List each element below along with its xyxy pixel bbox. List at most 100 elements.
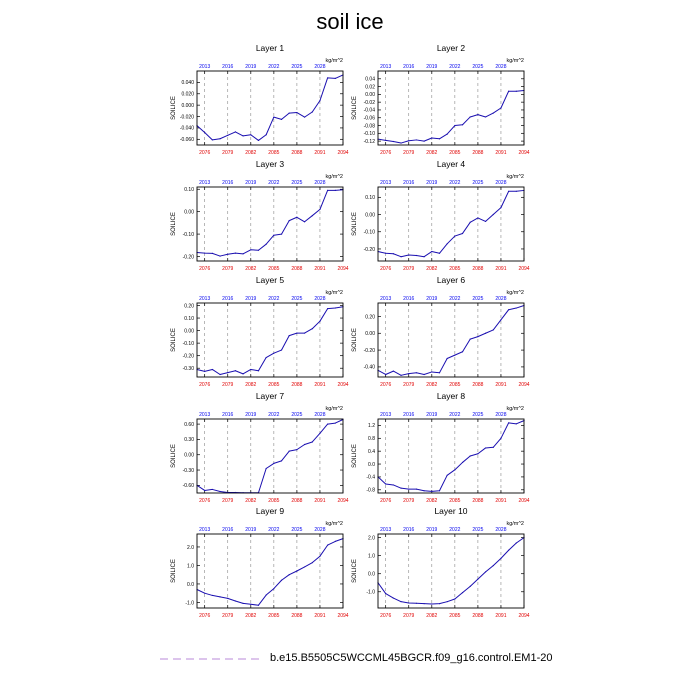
y-tick-label: -0.20 (364, 247, 376, 253)
data-point (242, 602, 244, 604)
chart-title: Layer 1 (256, 43, 285, 53)
data-point (484, 220, 487, 223)
data-point (204, 252, 206, 254)
x-tick-label-bottom: 2091 (314, 498, 325, 504)
data-point (303, 566, 306, 568)
data-point (438, 138, 441, 140)
data-point (400, 142, 402, 144)
y-axis-label: SOILICE (171, 96, 177, 120)
data-point (515, 307, 517, 309)
x-tick-label-bottom: 2079 (222, 498, 233, 504)
data-point (211, 252, 213, 254)
y-axis-label: SOILICE (171, 328, 177, 352)
data-point (477, 453, 479, 455)
data-point (515, 190, 517, 192)
chart-layer-10: Layer 10 kg/m^2 2076 2079 2082 2085 2088 2091 20… (352, 506, 530, 619)
data-point (327, 189, 329, 191)
data-point (469, 116, 471, 118)
data-point (438, 372, 441, 374)
x-tick-label-bottom: 2091 (314, 613, 325, 619)
x-tick-label-top: 2028 (314, 180, 325, 186)
data-point (461, 351, 464, 353)
x-tick-label-top: 2013 (380, 296, 391, 302)
data-point (431, 371, 433, 373)
data-point (219, 596, 221, 598)
y-tick-label: -0.20 (364, 348, 376, 354)
x-tick-label-top: 2013 (380, 527, 391, 533)
y-tick-label: 1.0 (187, 563, 194, 569)
data-point (257, 249, 260, 251)
y-tick-label: 0.20 (365, 314, 375, 320)
plot-frame (196, 533, 344, 609)
x-tick-label-bottom: 2079 (403, 613, 414, 619)
x-tick-label-top: 2028 (314, 296, 325, 302)
chart-title: Layer 5 (256, 275, 285, 285)
x-tick-label-top: 2028 (495, 64, 506, 70)
y-tick-label: -0.10 (364, 230, 376, 236)
x-tick-label-top: 2019 (245, 412, 256, 418)
data-point (265, 356, 267, 359)
x-tick-label-top: 2028 (314, 412, 325, 418)
y-axis-label: SOILICE (171, 559, 177, 583)
x-tick-label-bottom: 2085 (268, 498, 279, 504)
data-point (327, 544, 329, 546)
x-tick-label-bottom: 2085 (268, 266, 279, 272)
x-tick-label-top: 2025 (291, 527, 302, 533)
data-point (438, 603, 441, 605)
x-tick-label-top: 2019 (426, 412, 437, 418)
data-point (265, 467, 267, 470)
y-tick-label: -0.4 (366, 475, 375, 481)
y-tick-label: 0.10 (184, 187, 194, 193)
x-tick-label-top: 2016 (403, 296, 414, 302)
data-point (408, 140, 410, 142)
data-point (288, 220, 290, 222)
data-point (319, 555, 321, 557)
y-tick-label: 2.0 (368, 535, 375, 541)
y-tick-label: -0.08 (364, 123, 376, 129)
x-tick-label-bottom: 2094 (518, 498, 529, 504)
y-tick-label: -0.06 (364, 116, 376, 122)
data-point (204, 489, 206, 492)
data-point (423, 603, 425, 605)
x-tick-label-bottom: 2076 (380, 150, 391, 156)
x-tick-label-bottom: 2076 (199, 150, 210, 156)
data-point (446, 133, 448, 135)
y-tick-label: -0.10 (183, 232, 195, 238)
series-line (377, 537, 525, 605)
x-tick-label-top: 2013 (199, 64, 210, 70)
data-point (400, 374, 402, 376)
legend: b.e15.B5505C5WCCML45BGCR.f09_g16.control… (160, 651, 580, 667)
data-point (227, 372, 229, 374)
y-axis-label: SOILICE (352, 328, 358, 352)
x-tick-label-bottom: 2085 (449, 266, 460, 272)
x-tick-label-bottom: 2076 (199, 613, 210, 619)
y-tick-label: 0.0 (368, 462, 375, 468)
chart-title: Layer 8 (437, 391, 466, 401)
figure-title: soil ice (316, 9, 384, 34)
chart-title: Layer 9 (256, 506, 285, 516)
data-point (446, 243, 448, 245)
y-tick-label: -0.020 (180, 114, 194, 120)
x-tick-label-bottom: 2088 (291, 613, 302, 619)
data-point (508, 422, 510, 424)
units-label: kg/m^2 (506, 521, 524, 527)
x-tick-label-top: 2013 (199, 296, 210, 302)
series-line (196, 538, 344, 606)
x-tick-label-bottom: 2091 (314, 150, 325, 156)
x-tick-label-bottom: 2088 (472, 266, 483, 272)
x-tick-label-top: 2016 (222, 180, 233, 186)
x-tick-label-bottom: 2088 (291, 498, 302, 504)
x-tick-label-top: 2022 (268, 527, 279, 533)
x-tick-label-bottom: 2085 (268, 613, 279, 619)
x-tick-label-top: 2013 (199, 527, 210, 533)
data-point (484, 332, 487, 334)
data-point (288, 335, 290, 337)
x-tick-label-top: 2022 (449, 296, 460, 302)
data-point (385, 139, 387, 141)
y-tick-label: -0.10 (364, 131, 376, 137)
y-tick-label: -0.8 (366, 488, 375, 494)
y-axis-label: SOILICE (352, 444, 358, 468)
x-tick-label-bottom: 2079 (403, 382, 414, 388)
y-tick-label: -1.0 (366, 590, 375, 596)
data-point (500, 557, 502, 559)
